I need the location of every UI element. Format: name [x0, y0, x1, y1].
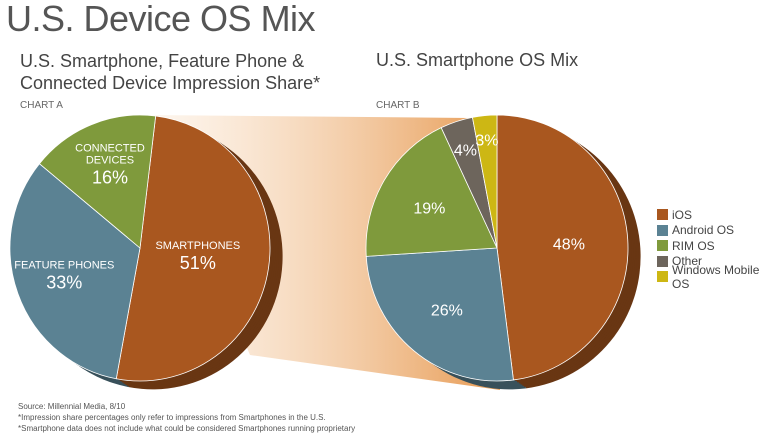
- legend-swatch: [657, 255, 668, 267]
- slice-value: 51%: [180, 253, 216, 273]
- pie-slice-smartphones: [115, 115, 271, 382]
- slice-value: 48%: [553, 236, 585, 253]
- slice-value: 33%: [46, 272, 82, 292]
- slice-value: 4%: [454, 142, 477, 159]
- pie-slice-connected-devices: [38, 114, 157, 249]
- footnote: *Impression share percentages only refer…: [18, 413, 326, 422]
- pie-slice-feature-phones: [9, 163, 141, 380]
- legend-label: Windows Mobile OS: [672, 262, 760, 291]
- legend-swatch: [657, 224, 668, 236]
- slice-label: DEVICES: [86, 154, 134, 166]
- slice-value: 26%: [431, 302, 463, 319]
- chart-a-title: U.S. Smartphone, Feature Phone & Connect…: [20, 51, 321, 93]
- slice-label: SMARTPHONES: [155, 240, 240, 252]
- page-title: U.S. Device OS Mix: [6, 0, 316, 39]
- legend-item: Android OS: [657, 223, 780, 239]
- chart-a-label: CHART A: [20, 100, 63, 111]
- legend-item: iOS: [657, 207, 780, 223]
- legend-swatch: [657, 209, 668, 221]
- source-note: Source: Millennial Media, 8/10: [18, 402, 126, 411]
- pie-slice-ios: [496, 114, 629, 381]
- legend-label: Other: [672, 254, 703, 269]
- slice-label: FEATURE PHONES: [14, 259, 114, 271]
- legend-item: Windows Mobile OS: [657, 263, 780, 291]
- legend: iOS Android OS RIM OS Other Windows Mobile O…: [657, 207, 780, 291]
- pie-slice-windows-mobile-os: [471, 114, 498, 249]
- legend-label: Android OS: [672, 223, 735, 238]
- slice-label: CONNECTED: [75, 142, 145, 154]
- chart-b-label: CHART B: [376, 100, 420, 111]
- legend-swatch: [657, 240, 668, 252]
- footnote: *Smartphone data does not include what c…: [18, 424, 356, 433]
- chart-b-title: U.S. Smartphone OS Mix: [376, 50, 579, 70]
- slice-value: 19%: [413, 200, 445, 217]
- legend-item: RIM OS: [657, 238, 780, 254]
- slice-value: 3%: [475, 132, 498, 149]
- pie-slice-rim-os: [365, 127, 498, 257]
- pie-slice-android-os: [365, 247, 514, 382]
- legend-item: Other: [657, 254, 780, 270]
- slice-value: 16%: [92, 167, 128, 187]
- legend-swatch: [657, 271, 668, 283]
- legend-label: RIM OS: [672, 238, 715, 253]
- legend-label: iOS: [672, 207, 693, 222]
